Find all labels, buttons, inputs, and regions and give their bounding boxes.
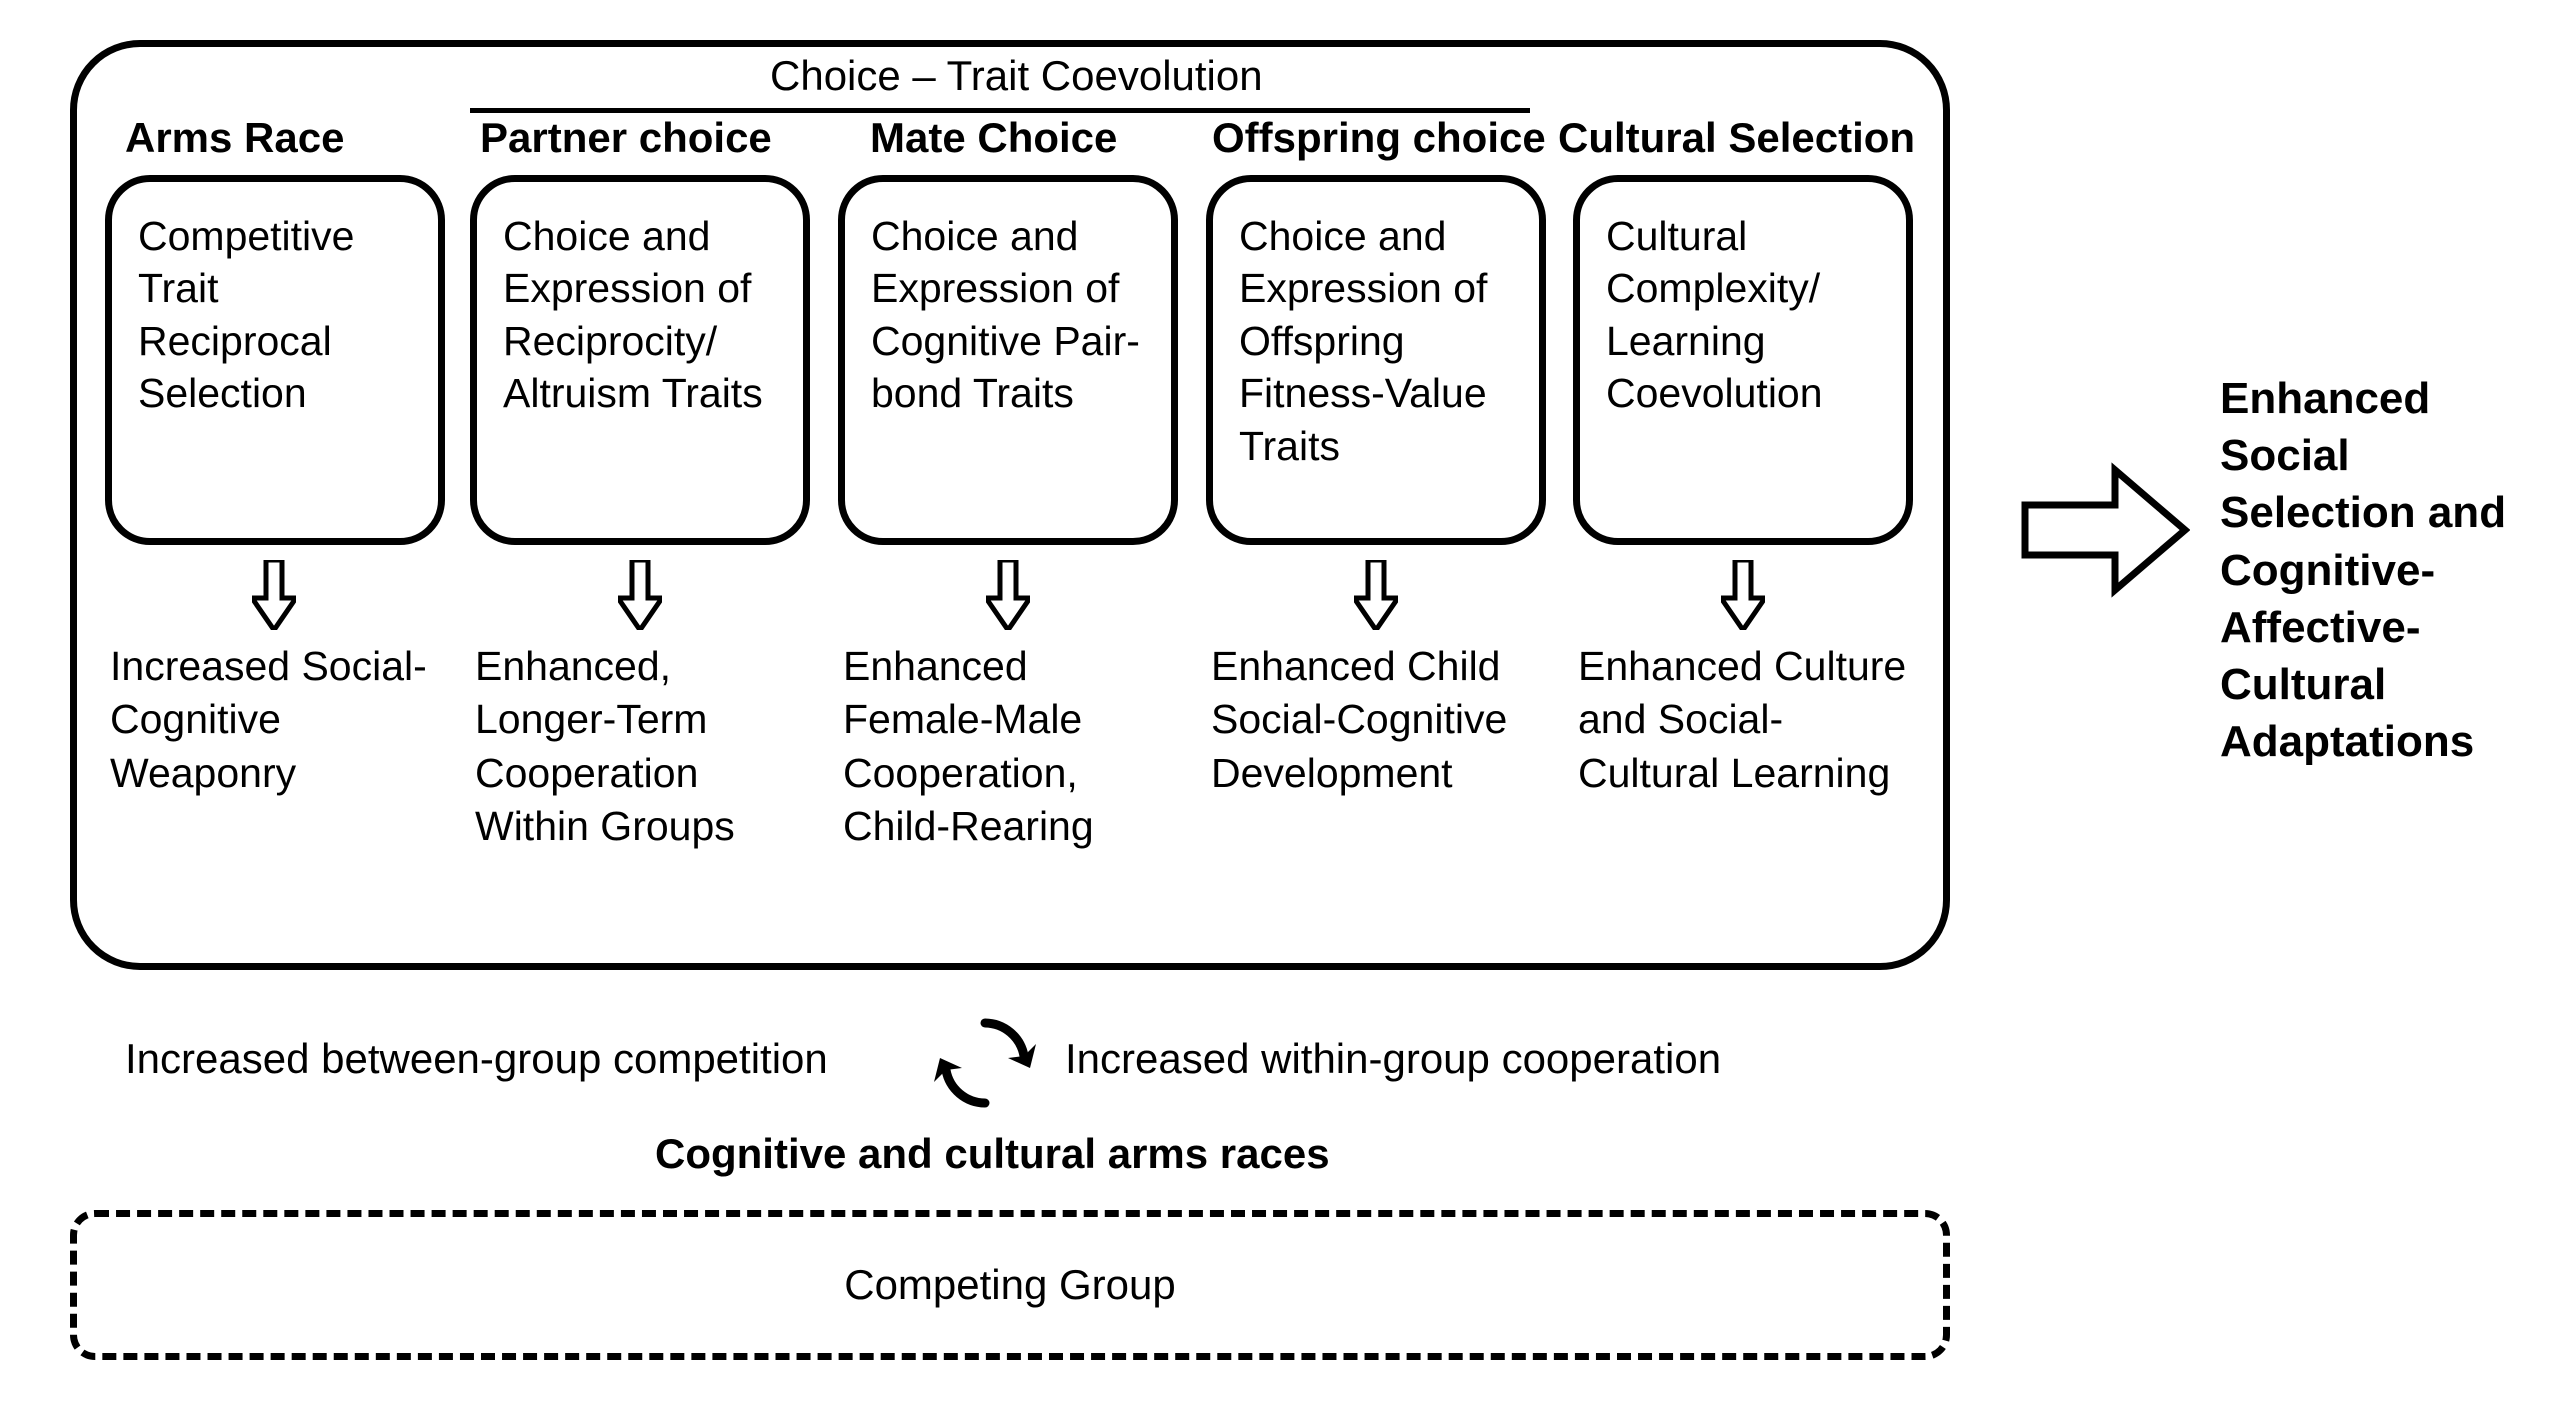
box-mate-choice: Choice and Expression of Cognitive Pair-… (838, 175, 1178, 545)
coevolution-underline (470, 108, 1530, 113)
outcome-mate-choice: Enhanced Female-Male Cooperation, Child-… (843, 640, 1173, 853)
coevolution-title: Choice – Trait Coevolution (770, 52, 1263, 100)
outcome-arms-race: Increased Social-Cognitive Weaponry (110, 640, 440, 800)
arms-races-bold-text: Cognitive and cultural arms races (655, 1130, 1330, 1178)
competing-group-text: Competing Group (844, 1261, 1176, 1309)
arrow-down-icon (1721, 560, 1765, 630)
header-arms-race: Arms Race (125, 115, 344, 161)
header-offspring-choice: Offspring choice (1212, 115, 1546, 161)
box-arms-race-text: Competitive Trait Reciprocal Selection (138, 213, 354, 416)
competing-group-box: Competing Group (70, 1210, 1950, 1360)
arrow-down-icon (986, 560, 1030, 630)
arrow-right-icon (2020, 460, 2190, 600)
box-offspring-choice: Choice and Expression of Offspring Fitne… (1206, 175, 1546, 545)
box-offspring-choice-text: Choice and Expression of Offspring Fitne… (1239, 213, 1487, 469)
box-partner-choice-text: Choice and Expression of Reciprocity/ Al… (503, 213, 763, 416)
outcome-cultural-selection: Enhanced Culture and Social-Cultural Lea… (1578, 640, 1918, 800)
between-group-text: Increased between-group competition (125, 1035, 828, 1083)
arrow-down-icon (252, 560, 296, 630)
outcome-offspring-choice: Enhanced Child Social-Cognitive Developm… (1211, 640, 1541, 800)
outcome-partner-choice: Enhanced, Longer-Term Cooperation Within… (475, 640, 815, 853)
result-text: Enhanced Social Selection and Cognitive-… (2220, 370, 2540, 770)
box-arms-race: Competitive Trait Reciprocal Selection (105, 175, 445, 545)
diagram-canvas: Choice – Trait Coevolution Arms Race Par… (0, 0, 2560, 1404)
box-cultural-selection-text: Cultural Complexity/ Learning Coevolutio… (1606, 213, 1823, 416)
header-partner-choice: Partner choice (480, 115, 772, 161)
header-cultural-selection: Cultural Selection (1558, 115, 1915, 161)
arrow-down-icon (1354, 560, 1398, 630)
box-mate-choice-text: Choice and Expression of Cognitive Pair-… (871, 213, 1140, 416)
arrow-down-icon (618, 560, 662, 630)
cycle-icon (930, 1008, 1040, 1118)
box-cultural-selection: Cultural Complexity/ Learning Coevolutio… (1573, 175, 1913, 545)
within-group-text: Increased within-group cooperation (1065, 1035, 1721, 1083)
box-partner-choice: Choice and Expression of Reciprocity/ Al… (470, 175, 810, 545)
header-mate-choice: Mate Choice (870, 115, 1117, 161)
